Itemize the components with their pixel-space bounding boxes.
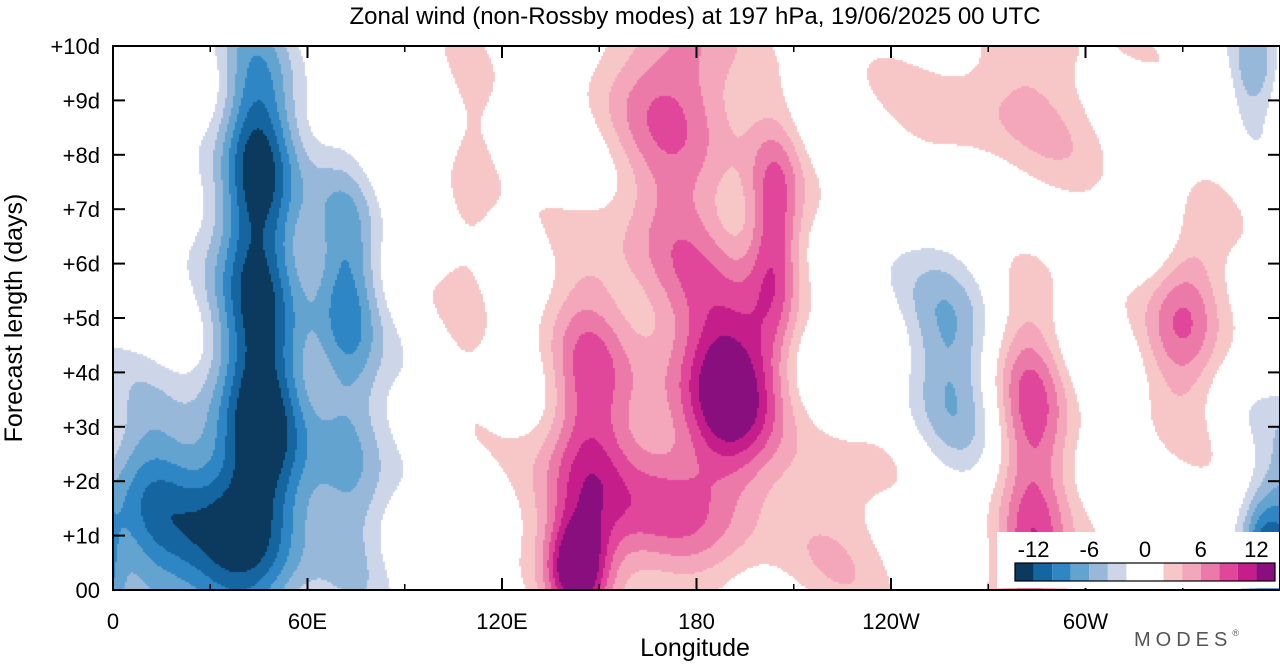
y-tick-label: +5d: [63, 306, 100, 331]
colorbar-label: -6: [1080, 537, 1100, 562]
colorbar-label: 12: [1244, 537, 1268, 562]
wind-field-image: [113, 46, 1280, 590]
colorbar-label: 0: [1139, 537, 1151, 562]
colorbar-swatch: [1089, 563, 1108, 581]
x-axis: 0 60E 120E 180 120W 60W: [107, 46, 1184, 634]
colorbar-swatch: [1219, 563, 1238, 581]
y-axis-title: Forecast length (days): [0, 194, 28, 443]
colorbar-frame: [1014, 562, 1276, 582]
colorbar-swatch: [1163, 563, 1183, 581]
y-tick-label: +10d: [50, 34, 100, 59]
y-tick-label: +2d: [63, 469, 100, 494]
y-tick-label: +9d: [63, 88, 100, 113]
x-tick-label: 0: [107, 609, 119, 634]
colorbar-swatch: [1256, 563, 1275, 581]
colorbar-label: 6: [1195, 537, 1207, 562]
colorbar-swatch: [1237, 563, 1257, 581]
colorbar-swatch: [1052, 563, 1071, 581]
colorbar-swatch: [1070, 563, 1090, 581]
colorbar-swatch: [1126, 563, 1164, 581]
y-axis: 00 +1d +2d +3d +4d +5d +6d +7d +8d +9d +10d: [50, 34, 1280, 603]
y-tick-label: +4d: [63, 360, 100, 385]
x-tick-label: 120E: [476, 609, 527, 634]
y-tick-label: 00: [76, 578, 100, 603]
colorbar-label: -12: [1018, 537, 1050, 562]
x-tick-label: 120W: [862, 609, 920, 634]
y-tick-label: +8d: [63, 143, 100, 168]
colorbar-swatch: [1182, 563, 1201, 581]
modes-logo: MODES®: [1134, 628, 1239, 651]
colorbar-swatch: [1015, 563, 1034, 581]
brand-name: MODES: [1134, 629, 1232, 651]
x-tick-label: 180: [678, 609, 715, 634]
wind-field: [113, 46, 1280, 590]
y-tick-label: +3d: [63, 415, 100, 440]
colorbar-swatch: [1033, 563, 1053, 581]
colorbar-swatch: [1107, 563, 1127, 581]
brand-mark: ®: [1232, 628, 1239, 638]
colorbar-legend: -12 -6 0 6 12: [997, 532, 1279, 588]
colorbar-swatch: [1200, 563, 1220, 581]
y-tick-label: +6d: [63, 252, 100, 277]
x-tick-label: 60E: [288, 609, 327, 634]
x-tick-label: 60W: [1063, 609, 1108, 634]
y-tick-label: +7d: [63, 197, 100, 222]
x-axis-title: Longitude: [640, 634, 750, 662]
y-tick-label: +1d: [63, 524, 100, 549]
chart-title: Zonal wind (non-Rossby modes) at 197 hPa…: [349, 3, 1040, 30]
